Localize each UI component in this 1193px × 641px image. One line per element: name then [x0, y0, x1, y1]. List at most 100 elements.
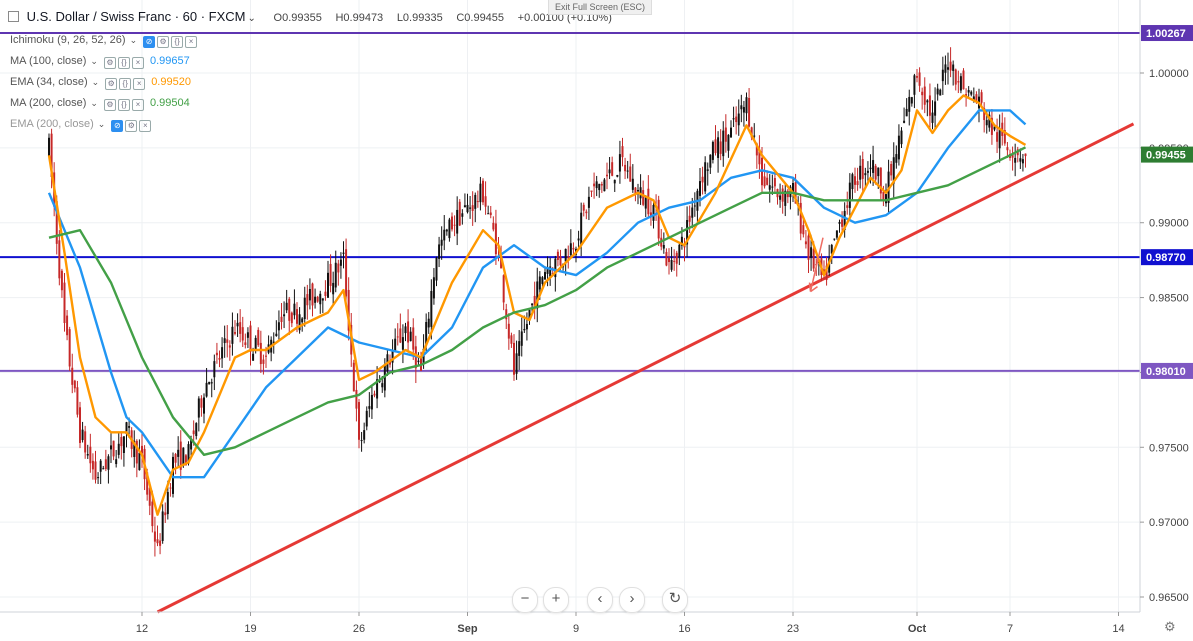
settings-icon[interactable]: ⚙ — [103, 99, 116, 111]
candle-body — [753, 135, 756, 137]
indicator-ema34[interactable]: EMA (34, close) ⌄ ⚙{} × 0.99520 — [10, 74, 191, 90]
indicator-ichimoku[interactable]: Ichimoku (9, 26, 52, 26) ⌄ ⊘ ⚙{} × — [10, 32, 199, 48]
source-icon[interactable]: {} — [119, 78, 132, 90]
candle-body — [466, 204, 469, 213]
candle-body — [249, 325, 252, 352]
close-icon[interactable]: × — [131, 99, 144, 111]
candle-body — [634, 187, 637, 195]
candle-body — [934, 101, 937, 116]
chevron-down-icon[interactable]: ⌄ — [247, 13, 256, 24]
candle-body — [48, 137, 50, 157]
zoom-out-button[interactable]: − — [512, 587, 538, 613]
candle-body — [223, 338, 226, 344]
chevron-down-icon[interactable]: ⌄ — [90, 98, 98, 108]
candle-body — [802, 225, 805, 235]
candle-body — [864, 173, 867, 176]
candle-body — [257, 329, 260, 346]
candle-body — [872, 160, 875, 173]
time-tick-label: 23 — [787, 623, 799, 635]
close-icon[interactable]: × — [185, 36, 198, 48]
candle-body — [998, 128, 1001, 149]
chart-grid — [0, 0, 1140, 612]
settings-icon[interactable]: ⚙ — [105, 78, 118, 90]
candle-body — [55, 201, 58, 244]
ohlc-high: H0.99473 — [335, 12, 384, 24]
price-axis[interactable]: 1.000000.995000.990000.985000.980000.975… — [1139, 0, 1193, 641]
time-tick-label: Sep — [457, 623, 477, 635]
candle-body — [179, 441, 182, 470]
close-icon[interactable]: × — [131, 57, 144, 69]
visibility-icon[interactable]: ⊘ — [143, 36, 156, 48]
price-tick-label: 0.97000 — [1149, 517, 1189, 529]
time-tick-label: 12 — [136, 623, 148, 635]
candle-body — [670, 259, 673, 270]
candle-body — [730, 127, 732, 138]
candle-body — [616, 174, 619, 177]
candle-body — [476, 201, 479, 203]
candle-body — [489, 212, 492, 216]
candle-body — [585, 211, 588, 214]
candle-body — [621, 146, 624, 158]
candle-body — [396, 336, 399, 338]
time-tick-label: 16 — [678, 623, 690, 635]
candle-body — [84, 431, 87, 453]
indicator-value: 0.99504 — [149, 97, 190, 109]
candle-body — [701, 176, 704, 183]
time-axis[interactable]: 12 19 26 Sep 9 16 23 Oct 7 14 — [0, 611, 1140, 635]
candle-body — [68, 329, 71, 367]
candle-body — [166, 492, 169, 515]
candle-body — [642, 190, 645, 205]
candle-body — [91, 460, 94, 470]
close-icon[interactable]: × — [139, 120, 152, 132]
candle-body — [536, 281, 539, 309]
source-icon[interactable]: {} — [171, 36, 184, 48]
candle-body — [195, 423, 198, 437]
indicator-ema200[interactable]: EMA (200, close) ⌄ ⊘ ⚙ × — [10, 116, 153, 132]
symbol-title[interactable]: U.S. Dollar / Swiss Franc · 60 · FXCM — [26, 9, 246, 24]
candle-body — [262, 359, 265, 364]
candle-body — [303, 297, 306, 320]
chevron-down-icon[interactable]: ⌄ — [90, 56, 98, 66]
candle-body — [494, 223, 497, 255]
candle-body — [711, 141, 714, 160]
candle-body — [916, 76, 918, 78]
candle-body — [122, 436, 125, 454]
chevron-down-icon[interactable]: ⌄ — [97, 119, 106, 129]
candle-body — [1011, 153, 1014, 158]
indicator-ma200[interactable]: MA (200, close) ⌄ ⚙{} × 0.99504 — [10, 95, 190, 111]
close-icon[interactable]: × — [133, 78, 146, 90]
candle-body — [345, 249, 348, 297]
scroll-left-button[interactable]: ‹ — [587, 587, 613, 613]
candle-body — [417, 360, 420, 363]
zoom-in-button[interactable]: + — [543, 587, 569, 613]
candle-body — [246, 332, 249, 338]
gear-icon[interactable]: ⚙ — [1164, 619, 1176, 634]
settings-icon[interactable]: ⚙ — [103, 57, 116, 69]
candle-body — [525, 323, 528, 330]
settings-icon[interactable]: ⚙ — [125, 120, 138, 132]
candle-body — [277, 322, 280, 331]
indicator-ma100[interactable]: MA (100, close) ⌄ ⚙{} × 0.99657 — [10, 53, 190, 69]
chevron-down-icon[interactable]: ⌄ — [91, 77, 100, 87]
candle-body — [324, 291, 327, 297]
visibility-icon[interactable]: ⊘ — [111, 120, 124, 132]
candle-body — [368, 406, 371, 409]
source-icon[interactable]: {} — [117, 99, 130, 111]
candle-body — [556, 251, 559, 260]
chevron-down-icon[interactable]: ⌄ — [129, 35, 138, 45]
candle-body — [784, 190, 787, 206]
scroll-right-button[interactable]: › — [619, 587, 645, 613]
candle-body — [748, 97, 751, 127]
arrow-line — [809, 237, 824, 292]
reset-chart-button[interactable]: ↻ — [662, 587, 688, 613]
candle-body — [691, 207, 694, 218]
candle-body — [112, 440, 115, 457]
candle-body — [104, 459, 107, 469]
source-icon[interactable]: {} — [117, 57, 130, 69]
settings-icon[interactable]: ⚙ — [157, 36, 170, 48]
candle-body — [252, 353, 255, 361]
candle-body — [975, 94, 978, 103]
candle-body — [218, 357, 221, 360]
symbol-square-icon[interactable] — [8, 11, 19, 22]
